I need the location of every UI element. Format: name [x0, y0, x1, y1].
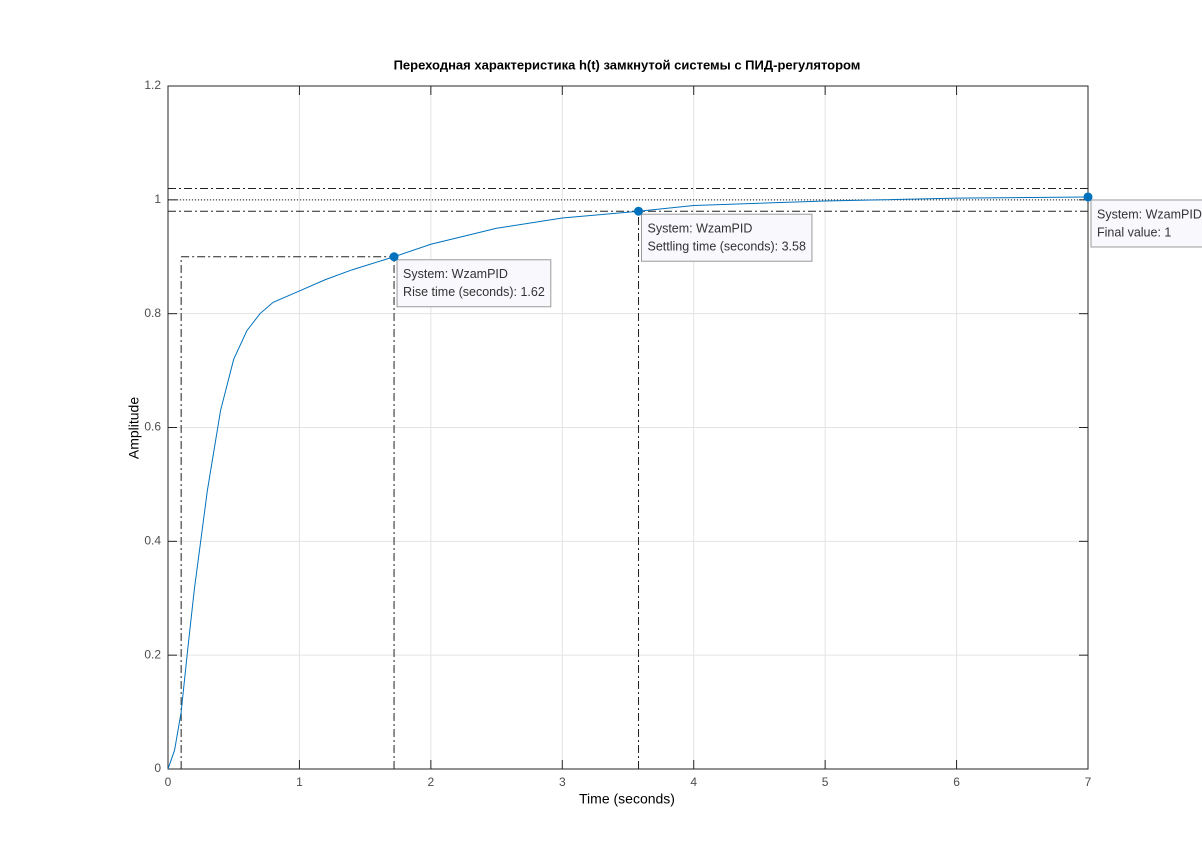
x-tick-label: 4 — [690, 775, 697, 789]
datatip-box — [396, 259, 552, 308]
datatip-text: System: WzamPID — [403, 267, 508, 281]
datatip-text: System: WzamPID — [648, 222, 753, 236]
datatip: System: WzamPID Settling time (seconds): … — [641, 213, 813, 262]
x-tick-label: 2 — [428, 775, 435, 789]
y-tick-label: 0.2 — [144, 647, 161, 661]
response-line — [167, 196, 1089, 770]
datatip-marker — [389, 252, 399, 262]
x-tick-label: 7 — [1085, 775, 1092, 789]
y-tick-label: 1.2 — [144, 78, 161, 92]
datatip-text: Settling time (seconds): 3.58 — [648, 240, 806, 254]
y-axis-label: Amplitude — [126, 397, 142, 459]
datatip-text: Final value: 1 — [1097, 225, 1171, 239]
datatip-box — [1090, 199, 1202, 248]
x-tick-label: 1 — [296, 775, 303, 789]
y-tick-label: 1 — [154, 192, 161, 206]
y-tick-label: 0.4 — [144, 534, 161, 548]
datatip: System: WzamPID Rise time (seconds): 1.62 — [396, 259, 552, 308]
x-tick-label: 5 — [822, 775, 829, 789]
y-tick-label: 0.8 — [144, 306, 161, 320]
y-tick-label: 0.6 — [144, 420, 161, 434]
datatip-marker — [634, 206, 644, 216]
datatip-text: System: WzamPID — [1097, 207, 1202, 221]
y-tick-label: 0 — [154, 761, 161, 775]
datatip-text: Rise time (seconds): 1.62 — [403, 285, 545, 299]
x-tick-label: 6 — [953, 775, 960, 789]
x-axis-label: Time (seconds) — [579, 791, 675, 807]
x-tick-label: 3 — [559, 775, 566, 789]
datatip-marker — [1083, 192, 1093, 202]
plot-frame — [167, 85, 1089, 770]
x-tick-label: 0 — [165, 775, 172, 789]
chart-title: Переходная характеристика h(t) замкнутой… — [394, 57, 861, 72]
datatip: System: WzamPID Final value: 1 — [1090, 199, 1202, 248]
datatip-box — [641, 213, 813, 262]
